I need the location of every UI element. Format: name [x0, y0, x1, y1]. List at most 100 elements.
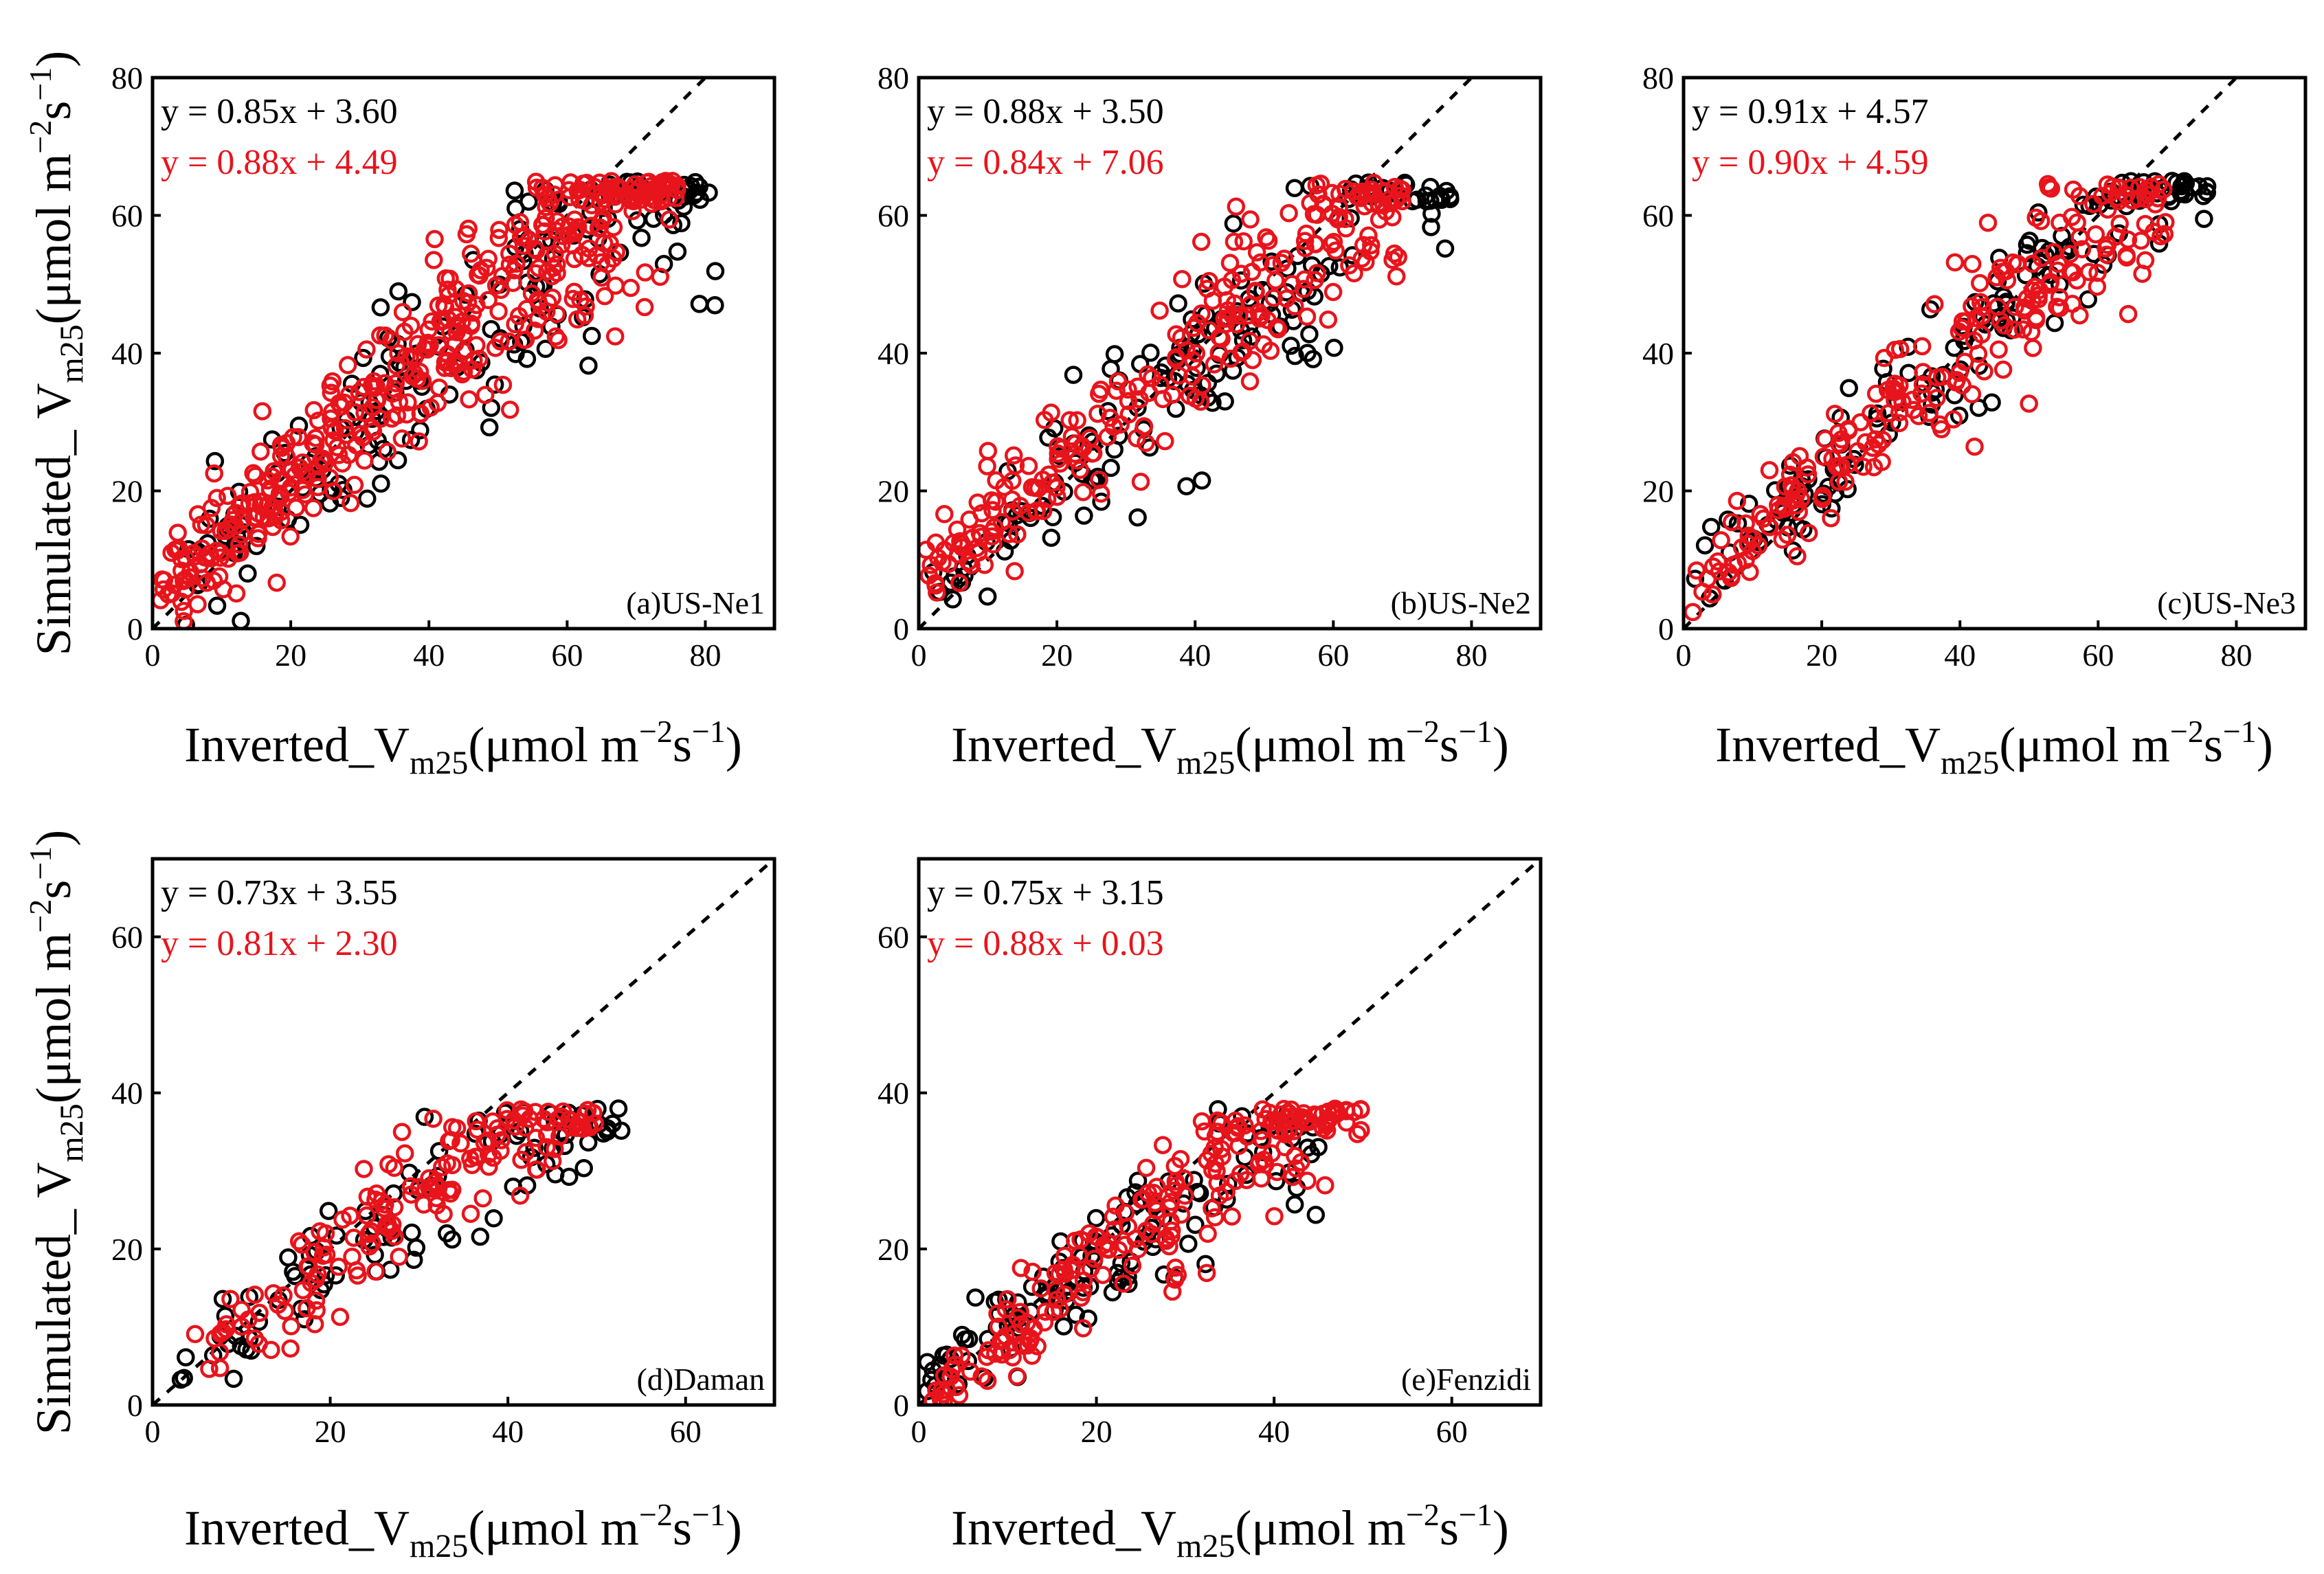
data-point [526, 264, 545, 283]
data-point [249, 1334, 268, 1353]
y-tick-label: 20 [878, 474, 909, 509]
data-point [425, 229, 444, 249]
data-point [359, 1224, 379, 1244]
data-point [1879, 404, 1898, 423]
plot-inner [153, 78, 725, 629]
data-point [1348, 1125, 1367, 1143]
data-point [1920, 403, 1938, 423]
data-point [364, 422, 383, 441]
data-point [1866, 384, 1886, 403]
data-point [1376, 182, 1394, 201]
data-point [603, 1114, 622, 1133]
y-title-suffix: (μmol m [26, 154, 81, 325]
data-point [1839, 420, 1858, 438]
data-point [1264, 256, 1282, 275]
data-point [2132, 231, 2150, 250]
data-point [1186, 390, 1205, 408]
data-point [1035, 411, 1054, 429]
data-point [1978, 213, 1998, 232]
data-point [1925, 295, 1944, 313]
data-point [202, 499, 221, 517]
data-point [401, 1177, 421, 1195]
data-point [393, 302, 412, 322]
data-point [1261, 341, 1280, 360]
panel-label: (e)Fenzidi [1401, 1362, 1531, 1397]
data-point [1840, 379, 1858, 398]
data-point [1955, 352, 1974, 371]
data-point [601, 234, 619, 253]
data-point [491, 1141, 510, 1160]
data-point [175, 612, 193, 629]
data-point [1090, 384, 1108, 403]
data-point [2088, 277, 2107, 296]
data-point [232, 611, 250, 629]
x-tick-label: 20 [1081, 1414, 1113, 1449]
data-point [489, 302, 508, 321]
data-point [493, 375, 513, 394]
x-title-sub: m25 [1941, 745, 1999, 781]
data-point [1156, 431, 1174, 451]
data-point [1260, 1103, 1279, 1122]
data-point [224, 1369, 243, 1389]
data-point [188, 595, 207, 614]
data-point [1701, 517, 1721, 537]
data-point [371, 326, 390, 345]
data-point [582, 196, 601, 215]
data-point [1092, 493, 1110, 511]
data-point [1798, 458, 1817, 477]
data-point [399, 393, 417, 412]
data-point [1168, 1266, 1187, 1285]
data-point [1054, 1317, 1073, 1336]
data-point [1422, 218, 1440, 236]
data-point [935, 505, 954, 524]
data-point [1292, 1153, 1310, 1171]
data-point [1213, 1147, 1231, 1166]
data-point [453, 312, 471, 331]
data-point [322, 383, 341, 403]
data-point [1140, 438, 1159, 457]
data-point [1316, 1114, 1334, 1132]
data-point [333, 454, 352, 473]
panel-b: 0 20 40 60 80 0 20 40 60 80 y = 0.88x + 3.50 y = 0… [878, 60, 1543, 673]
data-point [2048, 261, 2067, 280]
data-point [323, 403, 342, 421]
data-point [2032, 249, 2051, 267]
data-point [1789, 502, 1809, 521]
data-point [1247, 243, 1266, 262]
data-point [480, 1157, 498, 1176]
data-point [500, 401, 519, 419]
x-tick-label: 0 [145, 638, 161, 673]
data-point [1102, 458, 1120, 477]
data-point [1963, 254, 1982, 273]
data-point [1722, 567, 1741, 585]
data-point [1336, 179, 1355, 199]
data-point [519, 192, 538, 211]
x-title-suffix: (μmol m [468, 1500, 639, 1555]
data-point [1207, 364, 1226, 383]
data-point [1963, 385, 1982, 404]
data-point [1185, 1171, 1203, 1189]
data-point [363, 1234, 381, 1252]
x-title-prefix: Inverted_V [951, 1500, 1176, 1555]
data-point [252, 493, 271, 511]
data-point [386, 1227, 404, 1246]
data-point [344, 1228, 364, 1247]
y-title-suffix: (μmol m [26, 933, 81, 1104]
data-point [1813, 489, 1832, 508]
data-point [2119, 230, 2138, 249]
data-point [357, 340, 376, 359]
data-point [500, 332, 518, 351]
data-point [1973, 297, 1992, 317]
data-point [247, 537, 266, 556]
data-point [606, 276, 625, 295]
data-point [1838, 456, 1857, 474]
data-point [1023, 1262, 1042, 1281]
data-point [1200, 321, 1218, 339]
data-point [1241, 295, 1260, 314]
data-point [1192, 304, 1211, 323]
data-point [1179, 1235, 1198, 1253]
data-point [443, 1118, 462, 1136]
data-point [2149, 175, 2168, 194]
data-point [265, 503, 284, 521]
data-point [941, 1367, 960, 1386]
